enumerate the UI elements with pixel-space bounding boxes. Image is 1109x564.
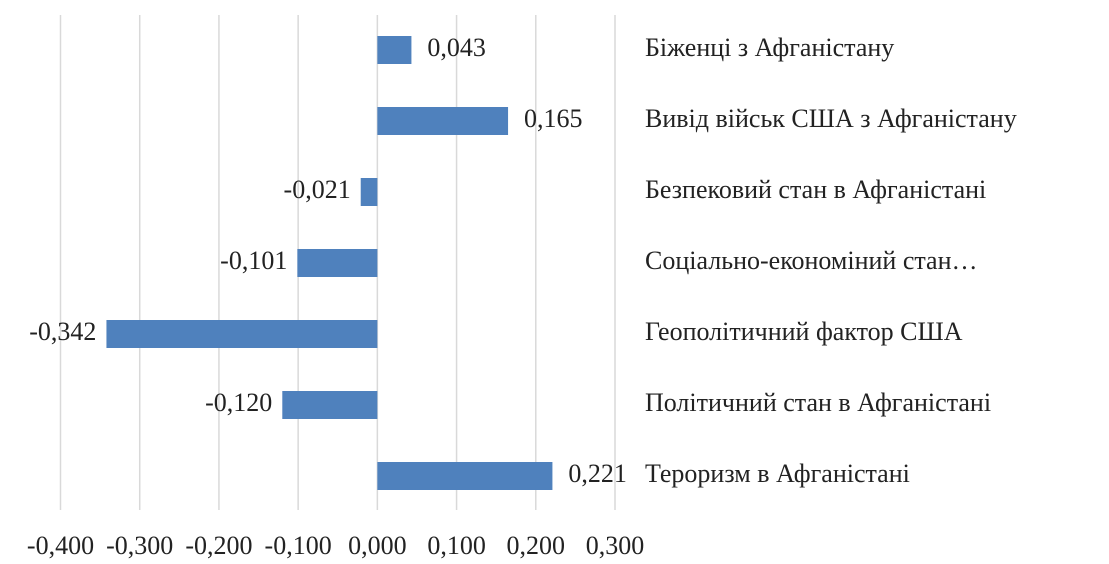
category-label: Тероризм в Афганістані xyxy=(645,459,910,488)
value-label: 0,165 xyxy=(524,104,583,133)
value-label: -0,342 xyxy=(29,317,96,346)
x-tick-label: -0,200 xyxy=(185,531,252,560)
category-label: Вивід військ США з Афганістану xyxy=(645,104,1017,133)
bar xyxy=(360,178,378,206)
category-label: Соціально-економіний стан… xyxy=(645,246,978,275)
bar xyxy=(106,320,378,348)
bar xyxy=(377,462,553,490)
x-tick-label: -0,100 xyxy=(265,531,332,560)
category-label: Біженці з Афганістану xyxy=(645,33,894,62)
x-tick-label: -0,400 xyxy=(27,531,94,560)
x-tick-label: -0,300 xyxy=(106,531,173,560)
bar xyxy=(282,391,378,419)
value-label: 0,043 xyxy=(427,33,486,62)
bar xyxy=(377,36,412,64)
value-label: -0,101 xyxy=(220,246,287,275)
value-label: -0,120 xyxy=(205,388,272,417)
category-label: Політичний стан в Афганістані xyxy=(645,388,991,417)
x-tick-label: 0,200 xyxy=(507,531,566,560)
category-label: Геополітичний фактор США xyxy=(645,317,963,346)
x-tick-label: 0,100 xyxy=(427,531,486,560)
category-label: Безпековий стан в Афганістані xyxy=(645,175,986,204)
bar xyxy=(297,249,378,277)
value-label: -0,021 xyxy=(284,175,351,204)
value-label: 0,221 xyxy=(568,459,627,488)
x-tick-label: 0,000 xyxy=(348,531,407,560)
x-tick-label: 0,300 xyxy=(586,531,645,560)
bar xyxy=(377,107,509,135)
